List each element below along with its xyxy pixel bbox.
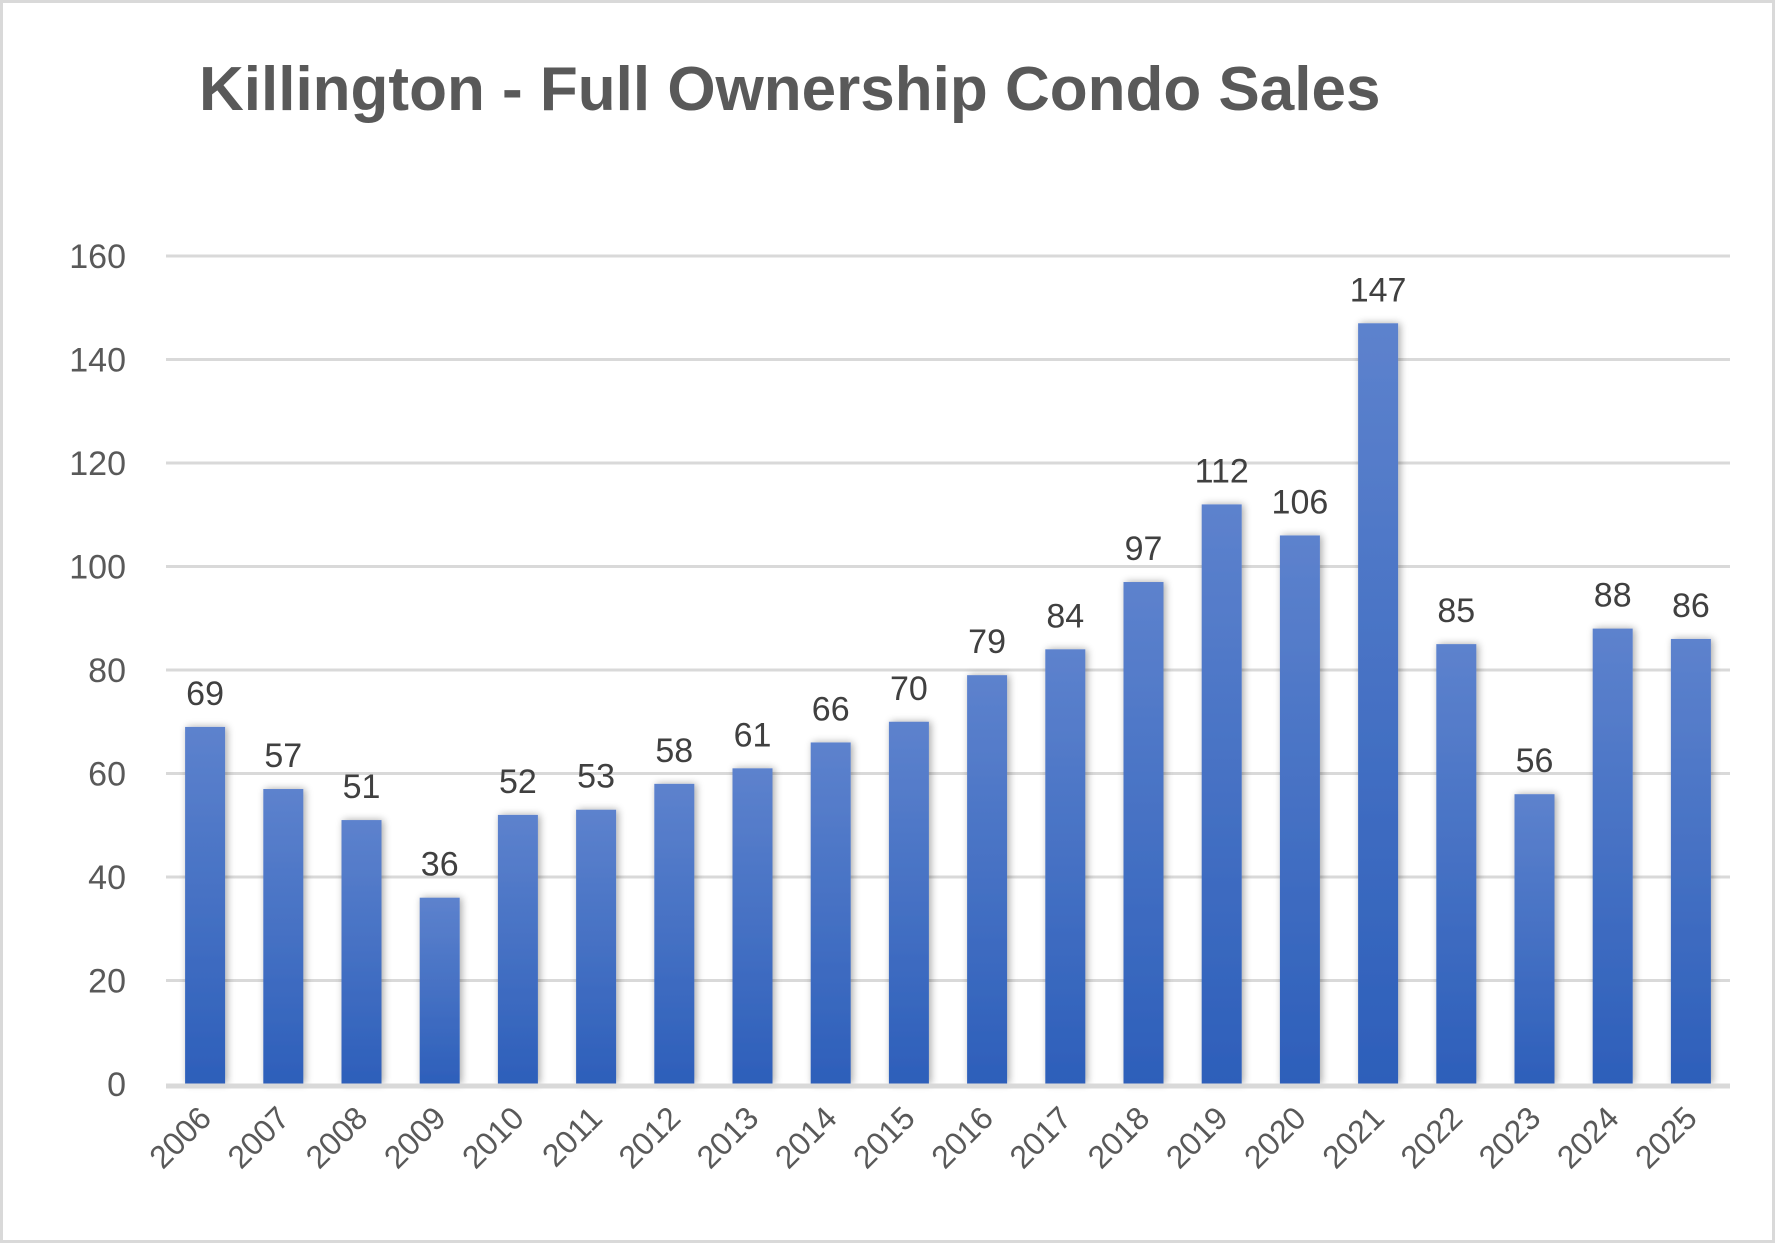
- bar-2018: [1123, 582, 1164, 1084]
- y-axis-ticks: 0 20 40 60 80 100 120 140 160: [69, 238, 126, 1104]
- bar-2007: [263, 789, 304, 1084]
- x-tick-label-2022: 2022: [1393, 1099, 1469, 1175]
- x-tick-label-2025: 2025: [1628, 1099, 1704, 1175]
- y-tick-label: 120: [69, 445, 126, 483]
- x-tick-label-2021: 2021: [1315, 1099, 1391, 1175]
- x-tick-label-2009: 2009: [377, 1099, 453, 1175]
- y-tick-label: 80: [88, 652, 126, 690]
- bar-2017: [1045, 649, 1086, 1084]
- bar-chart: Killington - Full Ownership Condo Sales …: [69, 55, 1730, 1175]
- bar-2014: [810, 742, 851, 1084]
- data-label-2016: 79: [968, 623, 1006, 661]
- bar-2016: [967, 675, 1008, 1084]
- data-label-2010: 52: [499, 763, 537, 801]
- bar-2012: [654, 783, 695, 1084]
- x-tick-label-2006: 2006: [142, 1099, 218, 1175]
- data-labels: 69 57 51 36 52 53 58 61 66 70 79 84 97 112 106 147 85 56 8…: [186, 271, 1710, 883]
- bar-2024: [1592, 628, 1633, 1084]
- x-tick-label-2013: 2013: [690, 1099, 766, 1175]
- data-label-2009: 36: [421, 846, 459, 884]
- bar-2009: [419, 897, 460, 1084]
- data-label-2018: 97: [1125, 530, 1163, 568]
- y-tick-label: 0: [107, 1066, 126, 1104]
- x-tick-label-2015: 2015: [846, 1099, 922, 1175]
- data-label-2011: 53: [577, 758, 615, 796]
- y-tick-label: 60: [88, 756, 126, 794]
- data-label-2024: 88: [1594, 577, 1632, 615]
- bar-2020: [1279, 535, 1320, 1084]
- data-label-2014: 66: [812, 690, 850, 728]
- y-tick-label: 160: [69, 238, 126, 276]
- bar-2011: [576, 809, 617, 1084]
- y-tick-label: 40: [88, 859, 126, 897]
- x-tick-label-2016: 2016: [924, 1099, 1000, 1175]
- data-label-2025: 86: [1672, 587, 1710, 625]
- data-label-2022: 85: [1437, 592, 1475, 630]
- bar-2019: [1201, 504, 1242, 1084]
- x-axis-ticks: 2006 2007 2008 2009 2010 2011 2012 2013 2014 2015…: [142, 1099, 1704, 1175]
- bar-2025: [1670, 638, 1711, 1084]
- bar-2008: [341, 820, 382, 1084]
- data-label-2006: 69: [186, 675, 224, 713]
- x-tick-label-2020: 2020: [1237, 1099, 1313, 1175]
- bar-2006: [185, 726, 226, 1084]
- data-label-2021: 147: [1350, 271, 1407, 309]
- data-label-2017: 84: [1046, 597, 1084, 635]
- x-tick-label-2019: 2019: [1159, 1099, 1235, 1175]
- x-tick-label-2023: 2023: [1472, 1099, 1548, 1175]
- data-label-2008: 51: [343, 768, 381, 806]
- bar-2021: [1358, 323, 1399, 1084]
- x-tick-label-2018: 2018: [1081, 1099, 1157, 1175]
- y-tick-label: 140: [69, 342, 126, 380]
- x-tick-label-2012: 2012: [611, 1099, 687, 1175]
- x-tick-label-2017: 2017: [1002, 1099, 1078, 1175]
- y-tick-label: 20: [88, 963, 126, 1001]
- data-label-2023: 56: [1516, 742, 1554, 780]
- bar-2013: [732, 768, 773, 1084]
- data-label-2020: 106: [1272, 483, 1329, 521]
- x-tick-label-2014: 2014: [768, 1099, 844, 1175]
- x-tick-label-2024: 2024: [1550, 1099, 1626, 1175]
- gridlines: [166, 254, 1730, 982]
- bar-2015: [888, 721, 929, 1084]
- data-label-2012: 58: [655, 732, 693, 770]
- chart-title: Killington - Full Ownership Condo Sales: [199, 55, 1380, 124]
- bar-2010: [497, 814, 538, 1084]
- bars: [185, 323, 1711, 1084]
- data-label-2015: 70: [890, 670, 928, 708]
- bar-2023: [1514, 794, 1555, 1084]
- x-tick-label-2007: 2007: [220, 1099, 296, 1175]
- data-label-2013: 61: [734, 716, 772, 754]
- x-tick-label-2010: 2010: [455, 1099, 531, 1175]
- data-label-2019: 112: [1195, 452, 1249, 490]
- x-tick-label-2011: 2011: [535, 1099, 609, 1173]
- y-tick-label: 100: [69, 549, 126, 587]
- x-tick-label-2008: 2008: [299, 1099, 375, 1175]
- data-label-2007: 57: [264, 737, 302, 775]
- bar-2022: [1436, 644, 1477, 1084]
